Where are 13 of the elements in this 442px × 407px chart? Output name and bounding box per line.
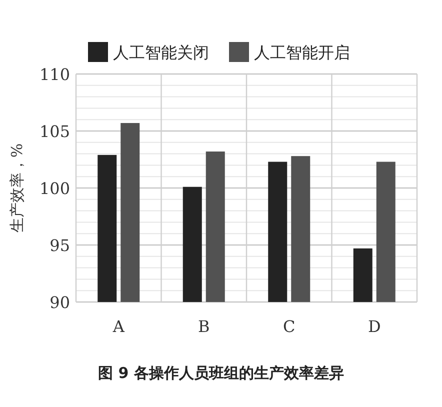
x-tick-label: D: [368, 317, 381, 336]
text: 图 9 各操作人员班组的生产效率差异: [98, 364, 344, 382]
legend-label: 人工智能关闭: [113, 43, 209, 62]
x-tick-label: A: [112, 317, 125, 336]
x-tick-label: B: [198, 317, 210, 336]
y-tick-label: 110: [39, 65, 70, 84]
y-tick-label: 100: [39, 179, 70, 198]
y-tick-label: 90: [50, 293, 70, 312]
legend-label: 人工智能开启: [254, 43, 350, 62]
y-tick-label: 95: [50, 236, 70, 255]
y-axis-title: 生产效率，%: [8, 143, 26, 233]
x-tick-label: C: [283, 317, 296, 336]
y-tick-label: 105: [39, 122, 70, 141]
